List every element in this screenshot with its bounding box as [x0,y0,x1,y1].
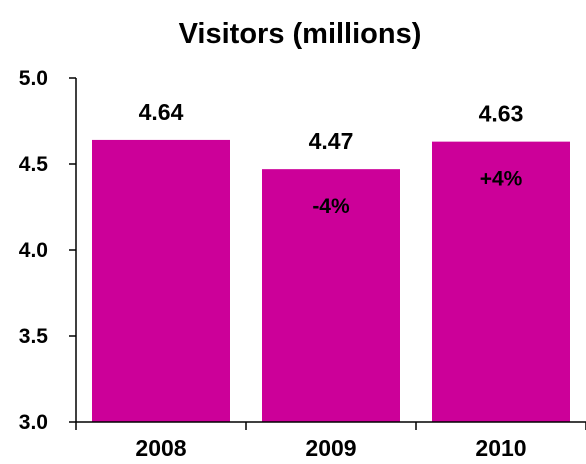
change-label-2009: -4% [312,195,350,218]
y-tick-label: 3.5 [19,325,49,348]
y-tick-label: 3.0 [19,411,48,434]
bar-2009 [262,169,400,422]
bar-2010 [432,141,570,422]
value-label-2009: 4.47 [309,128,354,154]
x-tick-label-2010: 2010 [475,435,526,461]
value-label-2010: 4.63 [479,101,524,127]
change-label-2010: +4% [480,168,523,191]
y-tick-label: 4.5 [19,153,49,176]
y-tick-label: 5.0 [19,67,48,90]
chart-title: Visitors (millions) [179,18,422,50]
x-tick-label-2009: 2009 [305,435,356,461]
bar-2008 [92,139,230,423]
x-tick-label-2008: 2008 [135,435,186,461]
y-tick-label: 4.0 [19,239,48,262]
value-label-2008: 4.64 [139,99,184,125]
